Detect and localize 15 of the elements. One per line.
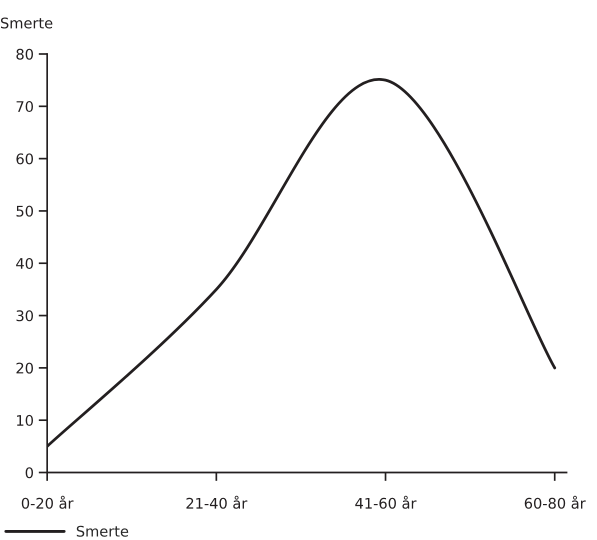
y-tick-label: 70 xyxy=(16,101,33,112)
y-tick-label: 40 xyxy=(16,258,33,269)
y-tick-label: 20 xyxy=(16,362,33,374)
y-tick-label: 30 xyxy=(16,310,33,322)
y-tick-label: 80 xyxy=(16,48,33,60)
x-tick-label: 60-80 år xyxy=(524,496,586,509)
x-tick-label: 0-20 år xyxy=(22,496,74,509)
x-tick-label: 41-60 år xyxy=(355,496,416,509)
y-tick-label: 0 xyxy=(26,467,33,478)
y-axis-title: Smerte xyxy=(0,18,52,29)
legend-label: Smerte xyxy=(76,526,128,537)
y-tick-label: 60 xyxy=(16,153,33,164)
x-tick-label: 21-40 år xyxy=(186,496,248,509)
y-tick-label: 50 xyxy=(16,206,33,217)
y-tick-label: 10 xyxy=(17,414,33,426)
